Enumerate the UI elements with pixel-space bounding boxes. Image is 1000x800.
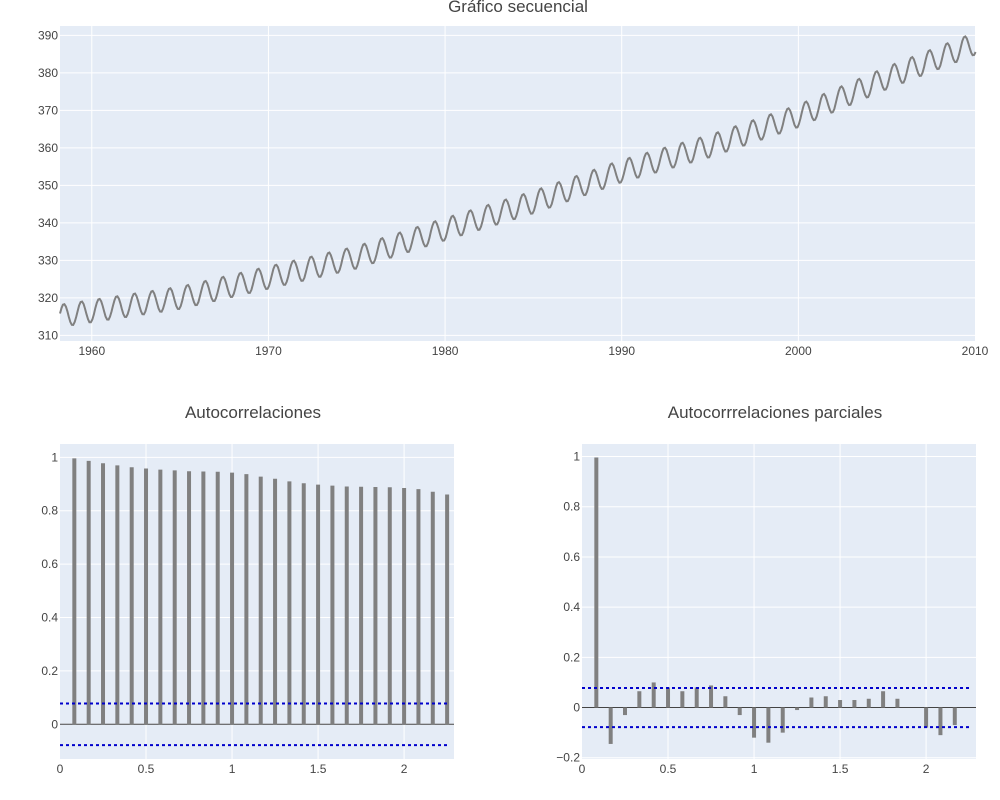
pacf-grid (582, 444, 976, 759)
pacf-x-tick-label: 0 (579, 762, 586, 776)
acf-y-tick-label: 0.4 (41, 611, 58, 625)
sequence-y-tick-label: 370 (38, 103, 58, 117)
sequence-y-tick-label: 380 (38, 66, 58, 80)
sequence-plot-area (60, 26, 975, 341)
acf-x-tick-label: 0 (57, 762, 64, 776)
pacf-bars (594, 457, 957, 744)
sequence-y-tick-label: 340 (38, 216, 58, 230)
acf-y-tick-label: 0.6 (41, 557, 58, 571)
sequence-y-tick-label: 320 (38, 291, 58, 305)
acf-chart: Autocorrelaciones 0 0.5 1 1.5 2 0 0.2 0.4 0.6 0.8… (41, 403, 454, 776)
pacf-x-tick-label: 1 (751, 762, 758, 776)
pacf-y-tick-label: 0.4 (563, 600, 580, 614)
pacf-chart-title: Autocorrrelaciones parciales (668, 403, 883, 422)
acf-x-tick-label: 2 (401, 762, 408, 776)
acf-y-tick-label: 1 (51, 450, 58, 464)
sequence-y-tick-label: 360 (38, 141, 58, 155)
pacf-y-tick-label: −0.2 (556, 751, 580, 765)
pacf-x-tick-label: 1.5 (832, 762, 849, 776)
pacf-y-tick-label: 1 (573, 450, 580, 464)
pacf-y-tick-label: 0 (573, 701, 580, 715)
acf-chart-title: Autocorrelaciones (185, 403, 321, 422)
sequence-x-tick-label: 1990 (608, 344, 635, 358)
pacf-plot-area (582, 444, 976, 759)
sequence-y-tick-label: 310 (38, 328, 58, 342)
acf-confidence-band (60, 702, 448, 747)
sequence-tick-labels: 1960 1970 1980 1990 2000 2010 310 320 330 340 350 3… (38, 28, 989, 358)
sequence-series-line (59, 35, 977, 326)
acf-y-tick-label: 0.8 (41, 504, 58, 518)
pacf-confidence-band (582, 686, 970, 729)
pacf-chart: Autocorrrelaciones parciales 0 0.5 1 1.5 2 −0… (556, 403, 976, 776)
sequence-x-tick-label: 1980 (432, 344, 459, 358)
sequence-grid (60, 26, 975, 341)
pacf-y-tick-label: 0.8 (563, 500, 580, 514)
sequence-chart-title: Gráfico secuencial (448, 0, 588, 16)
sequence-x-tick-label: 1970 (255, 344, 282, 358)
pacf-x-tick-label: 0.5 (660, 762, 677, 776)
pacf-x-tick-label: 2 (923, 762, 930, 776)
acf-x-tick-label: 1.5 (310, 762, 327, 776)
acf-tick-labels: 0 0.5 1 1.5 2 0 0.2 0.4 0.6 0.8 1 (41, 450, 407, 776)
acf-x-tick-label: 1 (229, 762, 236, 776)
sequence-chart: Gráfico secuencial 1960 1970 1980 1990 2000 2… (38, 0, 989, 358)
acf-y-tick-label: 0 (51, 717, 58, 731)
pacf-tick-labels: 0 0.5 1 1.5 2−0.200.20.40.60.81 (556, 450, 929, 776)
acf-x-tick-label: 0.5 (138, 762, 155, 776)
sequence-y-tick-label: 350 (38, 178, 58, 192)
sequence-y-tick-label: 330 (38, 253, 58, 267)
pacf-y-tick-label: 0.6 (563, 550, 580, 564)
sequence-y-tick-label: 390 (38, 28, 58, 42)
sequence-x-tick-label: 2010 (962, 344, 989, 358)
sequence-x-tick-label: 2000 (785, 344, 812, 358)
acf-bars (72, 458, 450, 725)
acf-y-tick-label: 0.2 (41, 664, 58, 678)
pacf-y-tick-label: 0.2 (563, 650, 580, 664)
sequence-x-tick-label: 1960 (78, 344, 105, 358)
